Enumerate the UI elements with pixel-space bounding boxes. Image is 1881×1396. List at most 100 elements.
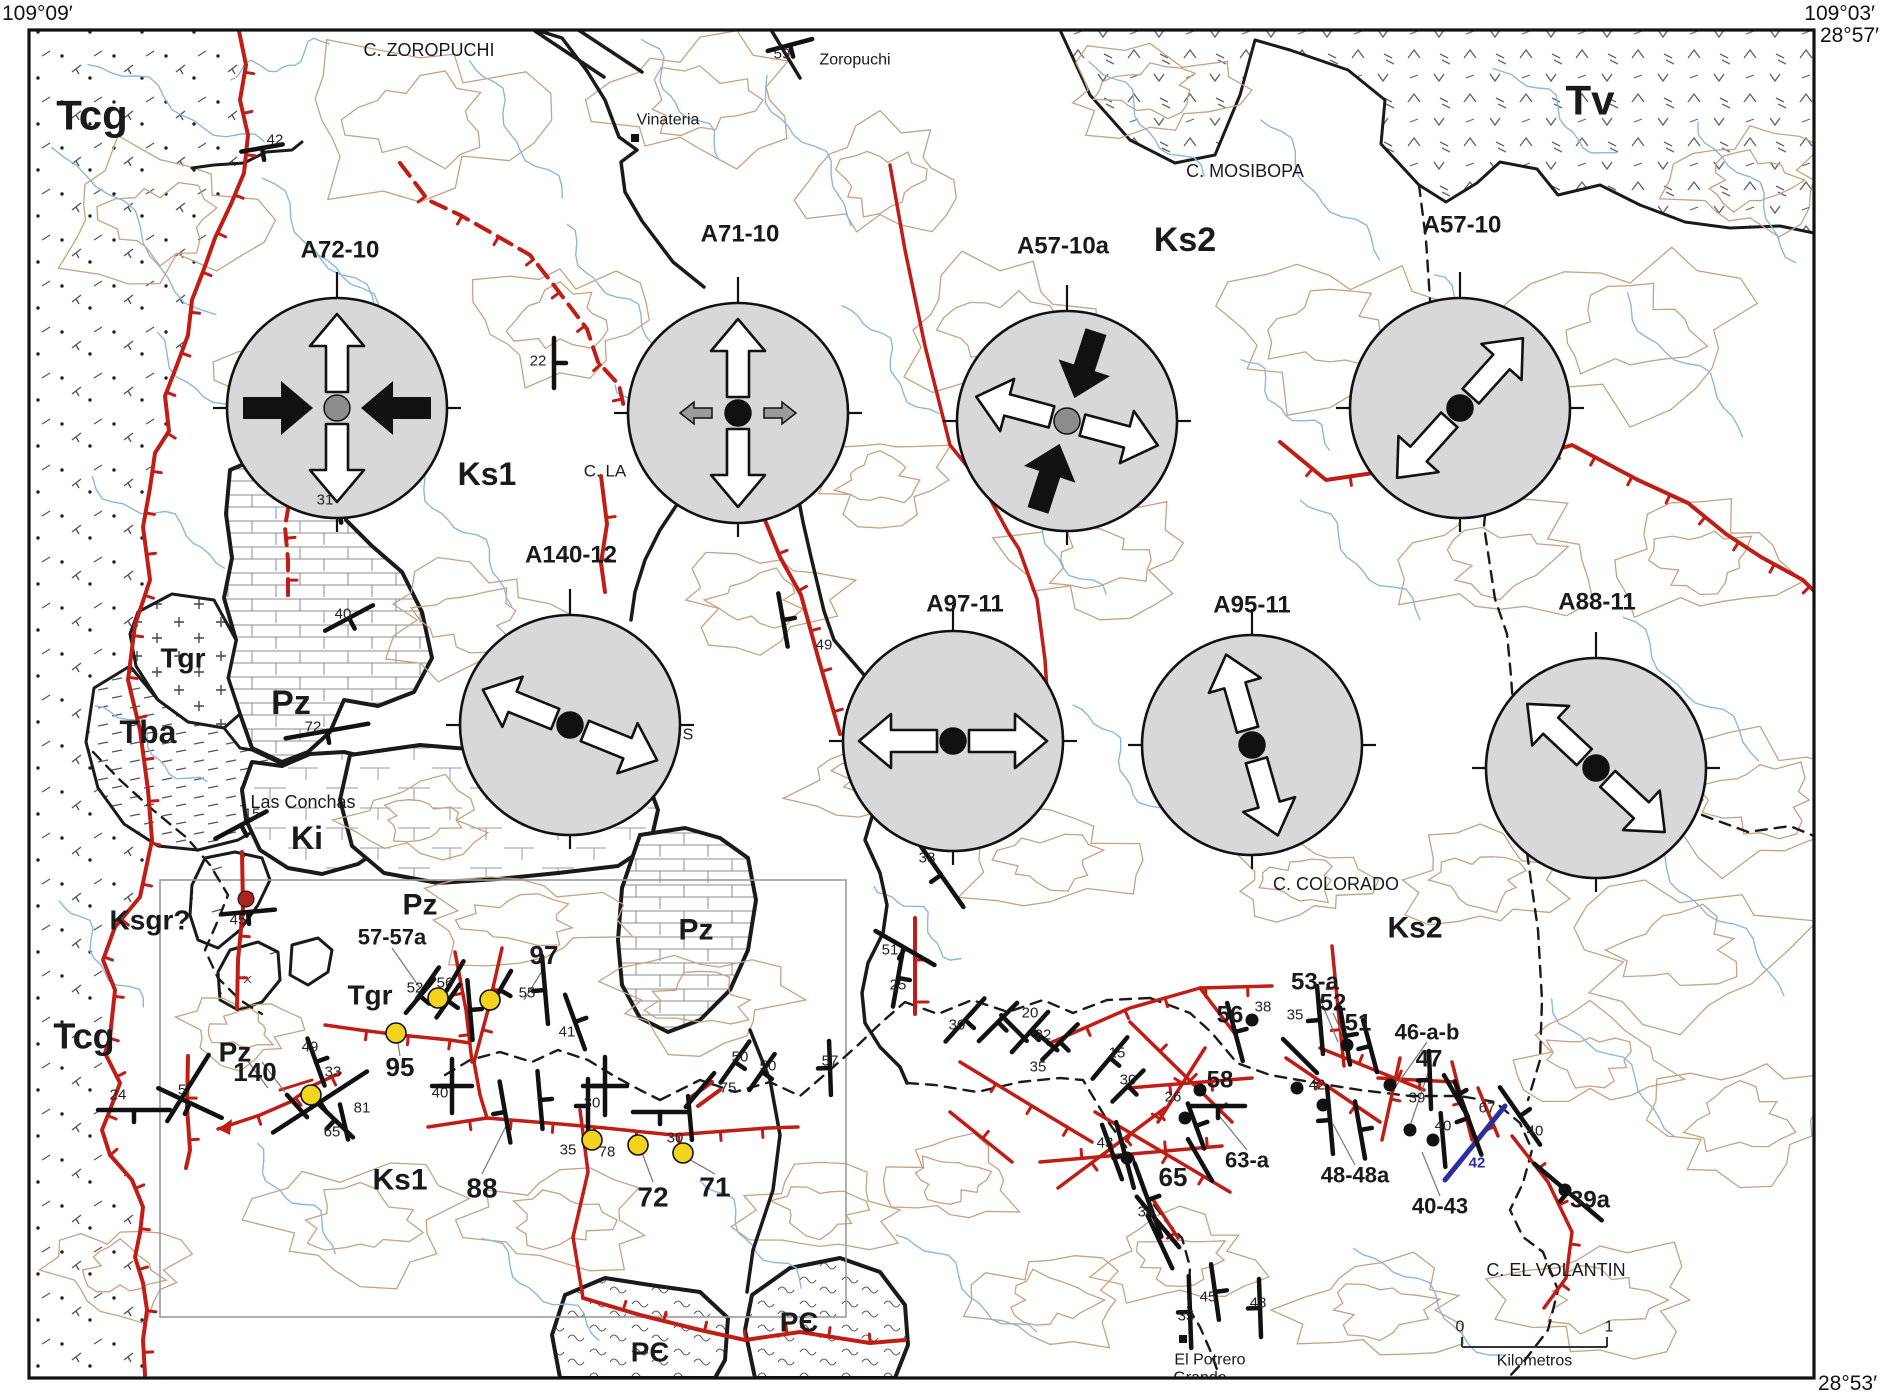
fault-tick xyxy=(243,111,252,113)
site-label-72: 72 xyxy=(637,1182,668,1213)
dip-label: 40 xyxy=(1527,1123,1544,1140)
fault-tick xyxy=(460,1035,469,1036)
fault-tick xyxy=(705,1322,707,1331)
stereonet-label-A57-10: A57-10 xyxy=(1423,212,1502,239)
dip-label: 49 xyxy=(302,1039,319,1056)
dip-label: 22 xyxy=(530,353,547,370)
fault-tick xyxy=(606,517,615,518)
fault-tick xyxy=(470,1121,471,1130)
unit-label-Pz: Pz xyxy=(678,914,713,947)
dip-label: 30 xyxy=(1120,1072,1137,1089)
place-label: S xyxy=(683,727,694,744)
black-site-dot xyxy=(1317,1099,1330,1112)
black-site-dot xyxy=(1291,1082,1304,1095)
unit-label-Tgr: Tgr xyxy=(347,980,392,1011)
dip-label: 5 xyxy=(178,1082,186,1099)
stereonet-center-dot xyxy=(1239,732,1265,758)
dip-label: 43 xyxy=(1097,1135,1114,1152)
stereonet-label-A71-10: A71-10 xyxy=(701,221,780,248)
dip-label: 67 xyxy=(1479,1100,1496,1117)
site-label-46-a-b: 46-a-b xyxy=(1395,1020,1460,1045)
stereonet-center-dot xyxy=(725,400,751,426)
site-label-88: 88 xyxy=(466,1173,497,1204)
fault-tick xyxy=(762,1128,763,1137)
dip-tick xyxy=(327,731,329,743)
fault-tick xyxy=(664,1312,666,1321)
dip-label: 42 xyxy=(267,132,284,149)
fault-tick xyxy=(286,537,295,538)
place-label: C. EL VOLANTIN xyxy=(1486,1260,1625,1280)
fault-tick xyxy=(552,1123,553,1132)
stereonet-label-A95-11: A95-11 xyxy=(1213,592,1290,619)
place-label: Las Conchas xyxy=(250,792,355,812)
stereonet-center-dot xyxy=(1447,395,1473,421)
fault-tick xyxy=(147,553,156,554)
dip-label: 45 xyxy=(1200,1289,1217,1306)
dip-label: 31 xyxy=(317,492,334,509)
fault-tick xyxy=(1350,476,1351,485)
dip-label: 45 xyxy=(230,912,247,929)
dip-label: 51 xyxy=(882,942,899,959)
site-label-57-57a: 57-57a xyxy=(358,925,427,950)
dip-label: 56 xyxy=(437,975,454,992)
village-square xyxy=(631,134,639,142)
fault-tick xyxy=(152,471,161,472)
dip-label: 40 xyxy=(432,1085,449,1102)
dip-label: 35 xyxy=(560,1142,577,1159)
stereonet-label-A72-10: A72-10 xyxy=(301,237,380,264)
dip-label: 33 xyxy=(325,1064,342,1081)
dip-label: 35 xyxy=(1287,1007,1304,1024)
stereonet-label-A88-11: A88-11 xyxy=(1558,589,1635,616)
site-label-48-48a: 48-48a xyxy=(1321,1163,1390,1188)
fault-tick xyxy=(829,1328,830,1337)
fault-tick xyxy=(240,936,249,937)
dip-label: 34 xyxy=(1138,1204,1155,1221)
dip-label: 15 xyxy=(244,806,261,823)
dip-label: 22 xyxy=(1035,1027,1052,1044)
dip-tick xyxy=(1358,1046,1370,1049)
dip-label: 59 xyxy=(774,46,791,63)
dip-label: 81 xyxy=(354,1100,371,1117)
dip-label: 78 xyxy=(599,1144,616,1161)
unit-label-PЄ: PЄ xyxy=(780,1307,819,1338)
fault-tick xyxy=(245,72,254,74)
red-site-dot xyxy=(238,891,254,907)
scale-bar-zero: 0 xyxy=(1456,1319,1465,1336)
black-site-dot xyxy=(1194,1084,1207,1097)
stereonet-center-dot xyxy=(557,712,583,738)
site-label-40-43: 40-43 xyxy=(1412,1194,1468,1219)
place-label: C. COLORADO xyxy=(1273,874,1399,894)
fault-tick xyxy=(114,996,123,997)
fault-tick xyxy=(449,1040,450,1049)
fault-tick xyxy=(613,399,622,401)
dip-label: 38 xyxy=(1255,999,1272,1016)
unit-label-Ks1: Ks1 xyxy=(372,1164,427,1197)
dip-label: 39 xyxy=(1409,1090,1426,1107)
fault-tick xyxy=(140,1229,149,1230)
dip-label: 20 xyxy=(1022,1005,1039,1022)
dip-label: 40 xyxy=(335,606,352,623)
site-label-47: 47 xyxy=(1416,1046,1443,1073)
place-label: Vinateria xyxy=(637,112,700,129)
place-label: C. ZOROPUCHI xyxy=(363,40,494,60)
unit-label-PЄ: PЄ xyxy=(631,1337,670,1368)
map-layers: TcgTcgTvKs1Ks1Ks2Ks2TgrTgrTbaPzPzPzPzKiK… xyxy=(29,28,1881,1387)
stereonet-center-dot xyxy=(1583,755,1609,781)
dip-label: 30 xyxy=(949,1017,966,1034)
fault-tick xyxy=(146,513,155,515)
dip-label: 55 xyxy=(519,985,536,1002)
dip-label: 30 xyxy=(667,1130,684,1147)
unit-label-Tba: Tba xyxy=(120,714,177,750)
stereonet-label-A97-11: A97-11 xyxy=(926,591,1003,618)
coordinate-bottom-right: 28°53′ xyxy=(1818,1372,1877,1396)
black-site-dot xyxy=(1179,1112,1192,1125)
black-site-dot xyxy=(1341,1039,1354,1052)
dip-label: 42 xyxy=(1309,1077,1326,1094)
fault-tick xyxy=(191,312,200,313)
dip-tick xyxy=(1308,1020,1320,1021)
dip-label: 57 xyxy=(822,1053,839,1070)
dip-label: 41 xyxy=(559,1024,576,1041)
dip-label: 50 xyxy=(732,1049,749,1066)
dip-label: 75 xyxy=(720,1080,737,1097)
